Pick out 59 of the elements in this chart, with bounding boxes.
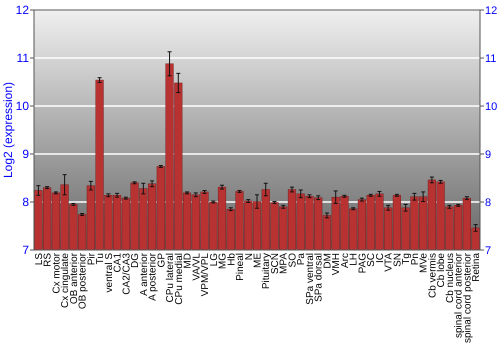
x-tick-label: A anterior [138, 252, 150, 296]
x-tick-label: VMH [331, 253, 342, 276]
y-tick-label: 8 [22, 195, 30, 210]
x-tick-label: LG [208, 252, 220, 266]
y2-tick-label: 11 [485, 52, 496, 65]
x-tick-label: SO [287, 252, 298, 268]
x-tick-label: ME [252, 252, 264, 268]
x-tick-label: Retina [471, 252, 482, 282]
x-tick-label: Pineal [235, 253, 246, 281]
x-tick-label: MVe [418, 252, 430, 274]
x-tick-label: N [244, 253, 255, 260]
y-axis-title: Log2 (expression) [1, 82, 15, 178]
x-tick-label: CA1 [112, 252, 124, 272]
y-tick-label: 11 [16, 51, 30, 66]
x-tick-label: OB anterior [68, 252, 80, 304]
x-tick-label: LH [348, 253, 360, 266]
x-tick-label: SPa dorsal [314, 253, 325, 302]
x-tick-label: SC [366, 253, 378, 267]
x-tick-label: Cb lobe [436, 252, 448, 288]
x-tick-label: MPA [278, 252, 290, 274]
x-tick-label: Pir [86, 252, 98, 266]
x-tick-label: SPa ventral [304, 253, 316, 305]
x-tick-label: VPM/VPL [200, 252, 212, 296]
x-tick-label: Tg [401, 253, 412, 265]
x-tick-label: Pituitary [261, 253, 272, 290]
x-tick-label: CA2/CA3 [121, 252, 132, 295]
x-tick-label: A posterior [148, 252, 159, 301]
x-tick-label: Pn [410, 253, 421, 266]
x-tick-label: LS [34, 252, 45, 266]
x-tick-label: Cb vermis [427, 253, 438, 298]
y2-tick-label: 9 [485, 148, 492, 161]
x-tick-label: Cb nucleus [444, 253, 456, 304]
x-tick-label: IC [374, 253, 386, 263]
x-tick-label: Tu [95, 253, 106, 264]
y-tick-label: 12 [16, 3, 30, 18]
x-tick-label: CPu medial [174, 253, 185, 305]
x-tick-label: ventral S [104, 252, 115, 292]
x-tick-label: SCN [270, 253, 281, 274]
x-tick-label: spinal cord anterior [454, 252, 465, 338]
y-tick-label: 9 [22, 147, 30, 162]
y-tick-label: 10 [16, 99, 30, 114]
y-tick-label: 7 [22, 243, 30, 258]
x-tick-label: VTA [384, 252, 395, 272]
y2-tick-label: 12 [485, 4, 498, 17]
x-tick-label: DM [322, 253, 334, 269]
y2-tick-label: 8 [485, 196, 492, 209]
x-tick-label: Cx cingulate [60, 252, 72, 308]
x-tick-label: DG [130, 252, 142, 268]
x-tick-label: SN [392, 253, 404, 267]
x-tick-label: PAG [357, 252, 368, 274]
x-tick-label: RS [42, 252, 54, 267]
x-tick-label: Hb [226, 252, 238, 266]
x-tick-label: Arc [340, 253, 351, 268]
x-tick-label: Pa [296, 252, 308, 266]
x-tick-label: spinal cord posterior [462, 252, 474, 344]
y2-tick-label: 10 [485, 100, 498, 113]
x-tick-label: OB posterior [78, 252, 89, 310]
x-tick-label: GP [156, 252, 168, 268]
y2-tick-label: 7 [485, 244, 492, 257]
